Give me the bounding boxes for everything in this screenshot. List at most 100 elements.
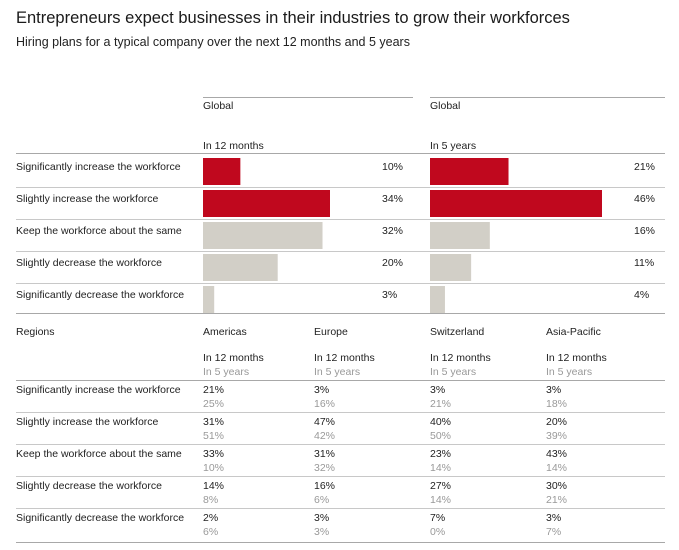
global-panel-region-label: Global: [203, 100, 234, 112]
region-column-header: Europe: [314, 326, 348, 338]
period-secondary-label: In 5 years: [203, 366, 250, 378]
table-cell-12m: 31%: [314, 448, 336, 460]
period-primary-label: In 12 months: [546, 352, 607, 364]
table-cell-12m: 21%: [203, 384, 225, 396]
table-cell-12m: 23%: [430, 448, 452, 460]
table-row-divider: [16, 412, 665, 413]
global-row-label: Significantly increase the workforce: [16, 161, 181, 173]
table-cell-12m: 3%: [314, 512, 330, 524]
chart-title: Entrepreneurs expect businesses in their…: [16, 9, 570, 27]
bar-value-label: 11%: [634, 257, 655, 269]
bar-5y-0: [430, 158, 509, 185]
period-primary-label: In 12 months: [203, 352, 264, 364]
table-cell-5y: 39%: [546, 430, 568, 442]
bar-value-label: 3%: [382, 289, 398, 301]
table-cell-5y: 3%: [314, 526, 330, 538]
table-cell-5y: 14%: [430, 462, 452, 474]
table-cell-5y: 14%: [546, 462, 568, 474]
regions-header-rule: [16, 380, 665, 381]
global-row-divider: [16, 283, 665, 284]
global-row-divider: [16, 251, 665, 252]
bar-value-label: 34%: [382, 193, 404, 205]
bar-value-label: 20%: [382, 257, 404, 269]
bar-12m-2: [203, 222, 323, 249]
table-cell-5y: 50%: [430, 430, 452, 442]
table-row-divider: [16, 444, 665, 445]
table-cell-12m: 3%: [546, 384, 562, 396]
table-cell-5y: 16%: [314, 398, 336, 410]
global-panel-region-label: Global: [430, 100, 461, 112]
table-row-label: Significantly decrease the workforce: [16, 512, 185, 524]
global-row-label: Keep the workforce about the same: [16, 225, 182, 237]
bar-12m-0: [203, 158, 241, 185]
table-cell-12m: 3%: [430, 384, 446, 396]
table-cell-5y: 14%: [430, 494, 452, 506]
region-column-header: Americas: [203, 326, 247, 338]
table-cell-5y: 21%: [546, 494, 568, 506]
table-cell-5y: 21%: [430, 398, 452, 410]
table-cell-5y: 0%: [430, 526, 446, 538]
period-primary-label: In 12 months: [430, 352, 491, 364]
table-cell-12m: 7%: [430, 512, 446, 524]
table-cell-5y: 10%: [203, 462, 225, 474]
table-row-label: Significantly increase the workforce: [16, 384, 181, 396]
table-row-divider: [16, 476, 665, 477]
period-secondary-label: In 5 years: [430, 366, 477, 378]
table-cell-5y: 42%: [314, 430, 336, 442]
table-cell-12m: 43%: [546, 448, 568, 460]
table-cell-12m: 20%: [546, 416, 568, 428]
table-cell-12m: 16%: [314, 480, 336, 492]
global-row-label: Slightly increase the workforce: [16, 193, 159, 205]
bar-5y-2: [430, 222, 490, 249]
chart-subtitle: Hiring plans for a typical company over …: [16, 35, 410, 49]
period-secondary-label: In 5 years: [546, 366, 593, 378]
table-cell-5y: 51%: [203, 430, 225, 442]
global-panel-top-rule: [203, 97, 413, 98]
bar-value-label: 46%: [634, 193, 656, 205]
table-cell-5y: 18%: [546, 398, 568, 410]
region-column-header: Asia-Pacific: [546, 326, 601, 338]
table-cell-5y: 6%: [203, 526, 219, 538]
table-cell-12m: 47%: [314, 416, 336, 428]
table-row-label: Keep the workforce about the same: [16, 448, 182, 460]
table-row-label: Slightly increase the workforce: [16, 416, 159, 428]
global-row-divider: [16, 187, 665, 188]
table-cell-12m: 14%: [203, 480, 225, 492]
global-panel-period-label: In 12 months: [203, 140, 264, 152]
global-panel-period-label: In 5 years: [430, 140, 477, 152]
bar-value-label: 4%: [634, 289, 650, 301]
bar-12m-4: [203, 286, 215, 313]
global-header-rule: [16, 153, 665, 154]
table-cell-5y: 6%: [314, 494, 330, 506]
global-bottom-rule: [16, 313, 665, 314]
global-row-label: Slightly decrease the workforce: [16, 257, 162, 269]
global-panel-top-rule: [430, 97, 665, 98]
bar-12m-1: [203, 190, 330, 217]
bar-value-label: 21%: [634, 161, 656, 173]
bar-12m-3: [203, 254, 278, 281]
table-cell-5y: 7%: [546, 526, 562, 538]
regions-header: Regions: [16, 326, 55, 338]
table-cell-12m: 3%: [546, 512, 562, 524]
period-primary-label: In 12 months: [314, 352, 375, 364]
table-cell-5y: 8%: [203, 494, 219, 506]
table-row-label: Slightly decrease the workforce: [16, 480, 162, 492]
global-row-divider: [16, 219, 665, 220]
bar-value-label: 16%: [634, 225, 656, 237]
bar-5y-1: [430, 190, 602, 217]
table-row-divider: [16, 508, 665, 509]
bar-5y-4: [430, 286, 445, 313]
region-column-header: Switzerland: [430, 326, 485, 338]
global-row-label: Significantly decrease the workforce: [16, 289, 185, 301]
table-bottom-rule: [16, 542, 665, 543]
table-cell-12m: 3%: [314, 384, 330, 396]
bar-value-label: 32%: [382, 225, 404, 237]
table-cell-12m: 30%: [546, 480, 568, 492]
table-cell-12m: 40%: [430, 416, 452, 428]
table-cell-12m: 2%: [203, 512, 219, 524]
table-cell-12m: 27%: [430, 480, 452, 492]
table-cell-12m: 31%: [203, 416, 225, 428]
table-cell-5y: 32%: [314, 462, 336, 474]
bar-value-label: 10%: [382, 161, 404, 173]
